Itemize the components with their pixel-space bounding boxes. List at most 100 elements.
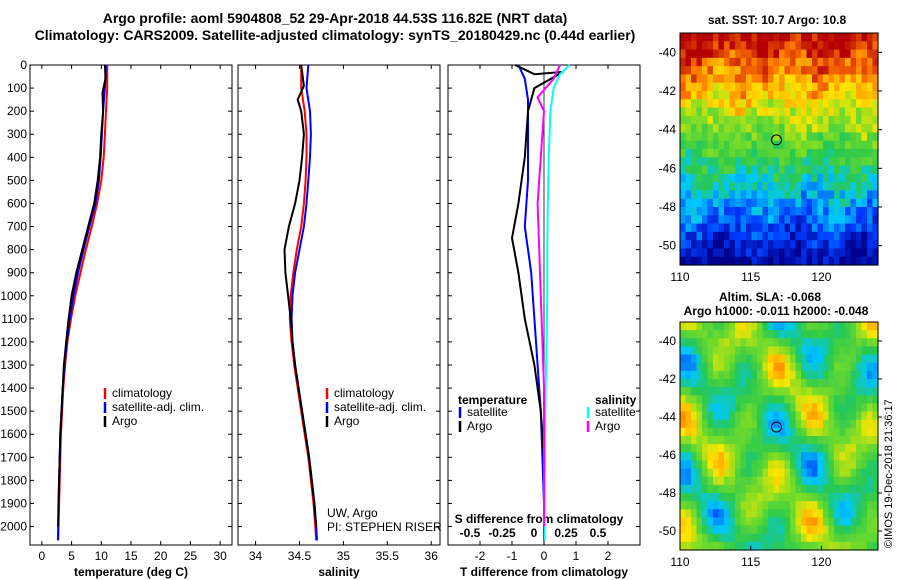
map-cell <box>691 190 698 200</box>
map-cell <box>867 198 874 208</box>
map-cell <box>839 190 846 200</box>
map-cell <box>845 452 852 462</box>
map-cell <box>845 427 852 437</box>
map-cell <box>680 248 687 258</box>
map-cell <box>867 517 874 527</box>
map-cell <box>746 256 753 266</box>
map-cell <box>724 33 731 42</box>
map-cell <box>757 501 764 510</box>
map-cell <box>757 541 764 551</box>
map-cell <box>806 49 813 59</box>
y-tick-label: 900 <box>7 266 27 280</box>
map-cell <box>718 41 725 51</box>
map-cell <box>784 215 791 225</box>
map-cell <box>757 231 764 241</box>
map-cell <box>845 107 852 117</box>
map-cell <box>713 525 720 535</box>
y-tick-label: 1600 <box>0 427 27 441</box>
map-cell <box>817 182 824 192</box>
map-cell <box>696 533 703 543</box>
map-cell <box>746 66 753 76</box>
map-cell <box>812 379 819 388</box>
map-cell <box>685 149 692 158</box>
map-cell <box>861 223 868 233</box>
map-cell <box>680 476 687 486</box>
map-cell <box>806 124 813 134</box>
map-cell <box>817 82 824 92</box>
map-cell <box>867 57 874 67</box>
map-cell <box>762 107 769 117</box>
map-cell <box>680 124 687 134</box>
map-cell <box>685 57 692 67</box>
map-cell <box>735 207 742 216</box>
map-cell <box>696 74 703 84</box>
map-cell <box>795 57 802 67</box>
map-cell <box>861 444 868 453</box>
map-cell <box>872 452 879 462</box>
map-cell <box>707 207 714 216</box>
map-cell <box>729 124 736 134</box>
map-cell <box>757 41 764 51</box>
map-cell <box>867 484 874 494</box>
map-cell <box>729 57 736 67</box>
map-cell <box>784 66 791 76</box>
map-cell <box>707 460 714 470</box>
map-cell <box>713 74 720 84</box>
map-cell <box>691 231 698 241</box>
map-cell <box>680 501 687 510</box>
map-cell <box>757 452 764 462</box>
map-cell <box>713 387 720 396</box>
map-cell <box>680 49 687 59</box>
map-cell <box>801 484 808 494</box>
map-cell <box>806 215 813 225</box>
map-cell <box>685 541 692 551</box>
map-cell <box>839 82 846 92</box>
map-cell <box>773 444 780 453</box>
map-cell <box>707 256 714 266</box>
map-cell <box>812 517 819 527</box>
map-cell <box>834 509 841 519</box>
map-cell <box>718 468 725 478</box>
map-cell <box>795 427 802 437</box>
map-cell <box>867 411 874 421</box>
map-cell <box>729 140 736 150</box>
map-cell <box>707 99 714 109</box>
map-cell <box>757 173 764 183</box>
map-cell <box>702 215 709 225</box>
map-cell <box>801 517 808 527</box>
map-cell <box>751 223 758 233</box>
map-cell <box>740 525 747 535</box>
map-cell <box>790 517 797 527</box>
map-cell <box>856 124 863 134</box>
map-cell <box>757 468 764 478</box>
map-cell <box>801 362 808 372</box>
map-cell <box>680 198 687 208</box>
map-cell <box>713 411 720 421</box>
x-tick-label: 15 <box>124 549 138 563</box>
legend-label: Argo <box>112 414 138 428</box>
map-cell <box>718 223 725 233</box>
map-cell <box>812 501 819 510</box>
map-cell <box>856 256 863 266</box>
map-cell <box>680 395 687 405</box>
map-cell <box>861 379 868 388</box>
map-cell <box>784 107 791 117</box>
map-cell <box>718 330 725 339</box>
map-cell <box>685 33 692 42</box>
map-cell <box>784 33 791 42</box>
map-cell <box>872 248 879 258</box>
map-cell <box>850 370 857 380</box>
map-cell <box>746 248 753 258</box>
map-cell <box>795 33 802 42</box>
map-cell <box>850 33 857 42</box>
map-cell <box>795 411 802 421</box>
map-cell <box>779 124 786 134</box>
map-cell <box>795 460 802 470</box>
map-cell <box>790 370 797 380</box>
map-cell <box>751 198 758 208</box>
map-cell <box>680 207 687 216</box>
y-tick-label: 1400 <box>0 381 27 395</box>
map-cell <box>768 330 775 339</box>
map-cell <box>839 525 846 535</box>
